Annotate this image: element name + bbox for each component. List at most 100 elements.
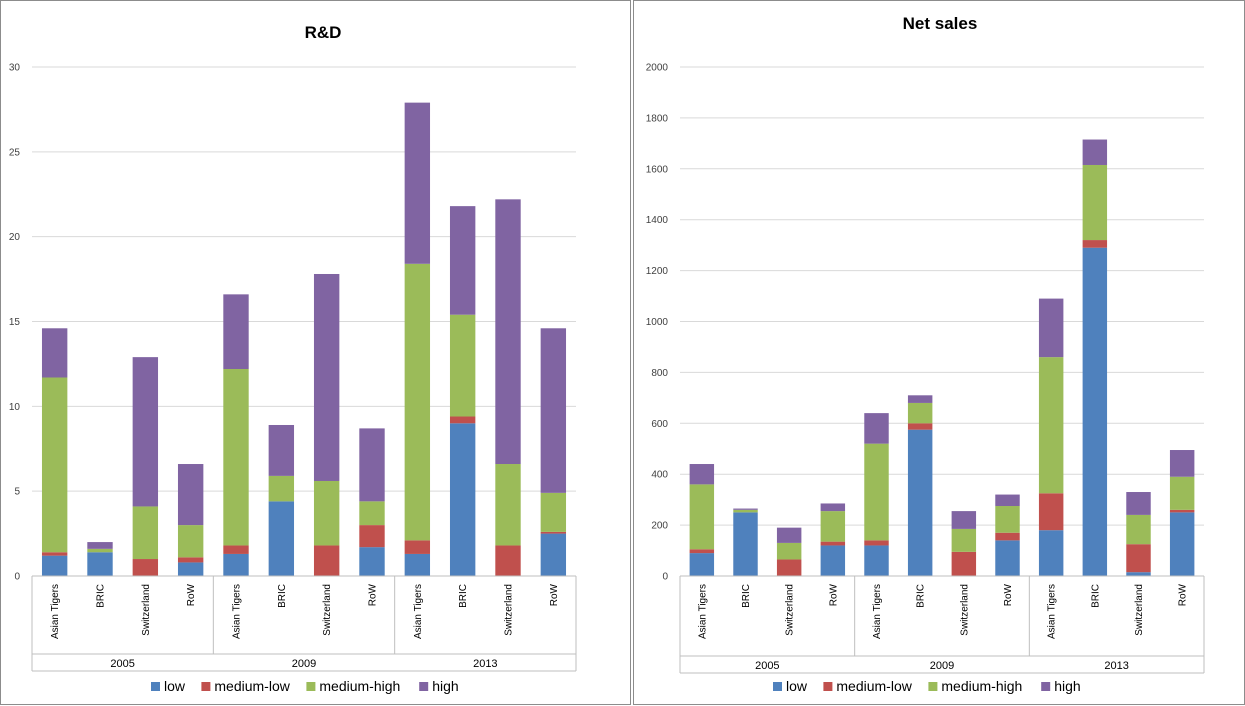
legend-label-medium-low: medium-low [836,678,912,694]
x-category-label: BRIC [458,584,469,608]
bar-segment-medium-high [820,511,846,542]
bar-segment-medium-high [1082,164,1108,241]
x-group-label: 2013 [1104,660,1128,672]
bar-segment-high [689,464,715,485]
bar-segment-low [359,547,385,576]
bar-segment-high [268,424,295,476]
bar-segment-medium-high [132,506,159,560]
bar-segment-medium-low [41,552,68,556]
bar-segment-high [177,464,204,526]
bar-segment-medium-low [864,540,889,546]
y-tick-label: 2000 [646,63,669,74]
legend-label-medium-high: medium-high [941,678,1022,694]
bar-segment-medium-low [540,531,567,534]
bar-segment-medium-high [864,443,889,541]
legend-swatch-low [773,682,782,691]
bar-segment-medium-high [776,542,802,560]
bar-segment-medium-high [313,480,340,546]
x-category-label: Switzerland [141,584,152,636]
bar-segment-medium-low [449,416,476,424]
net-sales-chart-panel: Net sales 0 200 400 600 800 1000 1200 1400 1600 18… [633,0,1245,705]
x-group-label: 2013 [473,658,497,670]
x-category-label: RoW [186,583,197,606]
bar-segment-medium-high [1169,476,1195,510]
bar-segment-medium-high [223,369,249,546]
y-tick-label: 1800 [646,113,669,124]
bar-segment-medium-high [1038,357,1064,494]
x-category-label: Asian Tigers [1047,584,1058,639]
bar-segment-high [132,357,159,507]
y-tick-label: 30 [9,63,21,74]
chart-title: R&D [305,23,342,42]
legend-swatch-medium-high [928,682,938,691]
x-category-label: Switzerland [322,584,333,636]
bar-segment-medium-high [177,525,204,558]
y-tick-label: 20 [9,232,21,243]
bar-segment-low [540,533,567,576]
bar-segment-high [404,102,431,264]
bar-segment-medium-high [87,548,113,553]
x-category-label: Asian Tigers [872,584,883,639]
bar-segment-high [1082,139,1108,165]
y-tick-label: 0 [14,572,20,583]
x-category-label: BRIC [1090,584,1101,608]
y-tick-label: 10 [9,402,21,413]
bar-segment-medium-low [907,423,933,430]
bar-segment-medium-low [177,557,204,563]
bar-segment-low [907,429,933,576]
y-tick-label: 25 [9,147,21,158]
bar-segment-low [995,540,1020,576]
chart-title: Net sales [903,14,978,33]
bar-segment-high [540,328,567,493]
x-group-label: 2009 [930,660,954,672]
x-category-label: RoW [1003,583,1014,606]
bar-segment-medium-low [404,540,431,554]
y-tick-label: 1200 [646,266,669,277]
y-tick-label: 1400 [646,215,669,226]
bar-segment-medium-low [951,551,977,576]
x-category-label: BRIC [277,584,288,608]
bar-segment-high [1126,492,1151,515]
y-tick-label: 1600 [646,164,669,175]
bar-segment-medium-high [995,506,1020,533]
x-category-label: Switzerland [959,584,970,636]
bar-segment-high [495,199,521,465]
x-category-label: Asian Tigers [50,584,61,639]
bar-segment-medium-high [540,492,567,532]
bar-segment-medium-high [907,402,933,424]
legend-label-medium-high: medium-high [319,678,400,694]
bar-segment-medium-high [404,263,431,541]
bar-segment-medium-low [1126,544,1151,573]
legend-swatch-medium-high [306,682,316,691]
bar-segment-high [820,503,846,512]
bar-segment-medium-high [449,314,476,417]
rd-chart-panel: R&D 0 5 10 15 20 25 30 Asian Tigers BRIC Switzerla… [0,0,631,705]
x-category-label: Asian Tigers [697,584,708,639]
legend-label-high: high [432,678,458,694]
bar-segment-medium-low [495,545,521,576]
bar-segment-medium-high [268,475,295,502]
bar-segment-low [1082,247,1108,576]
bar-segment-medium-high [495,464,521,546]
bar-segment-low [268,501,295,576]
y-tick-label: 5 [14,487,20,498]
bar-segment-medium-low [132,559,159,576]
x-category-label: BRIC [96,584,107,608]
y-tick-label: 600 [651,419,668,430]
bar-segment-low [449,423,476,576]
x-category-label: BRIC [741,584,752,608]
legend-swatch-low [151,682,160,691]
bar-segment-low [1038,530,1064,576]
bar-segment-medium-low [313,545,340,576]
bar-segment-medium-high [41,377,68,553]
y-tick-label: 15 [9,317,21,328]
y-tick-label: 400 [651,470,668,481]
x-category-label: RoW [828,583,839,606]
bar-segment-high [41,328,68,378]
bar-segment-high [864,413,889,444]
bar-segment-high [1169,450,1195,477]
bar-segment-high [995,494,1020,507]
bar-segment-medium-low [359,525,385,548]
x-category-label: Asian Tigers [232,584,243,639]
bar-segment-medium-high [1126,514,1151,545]
